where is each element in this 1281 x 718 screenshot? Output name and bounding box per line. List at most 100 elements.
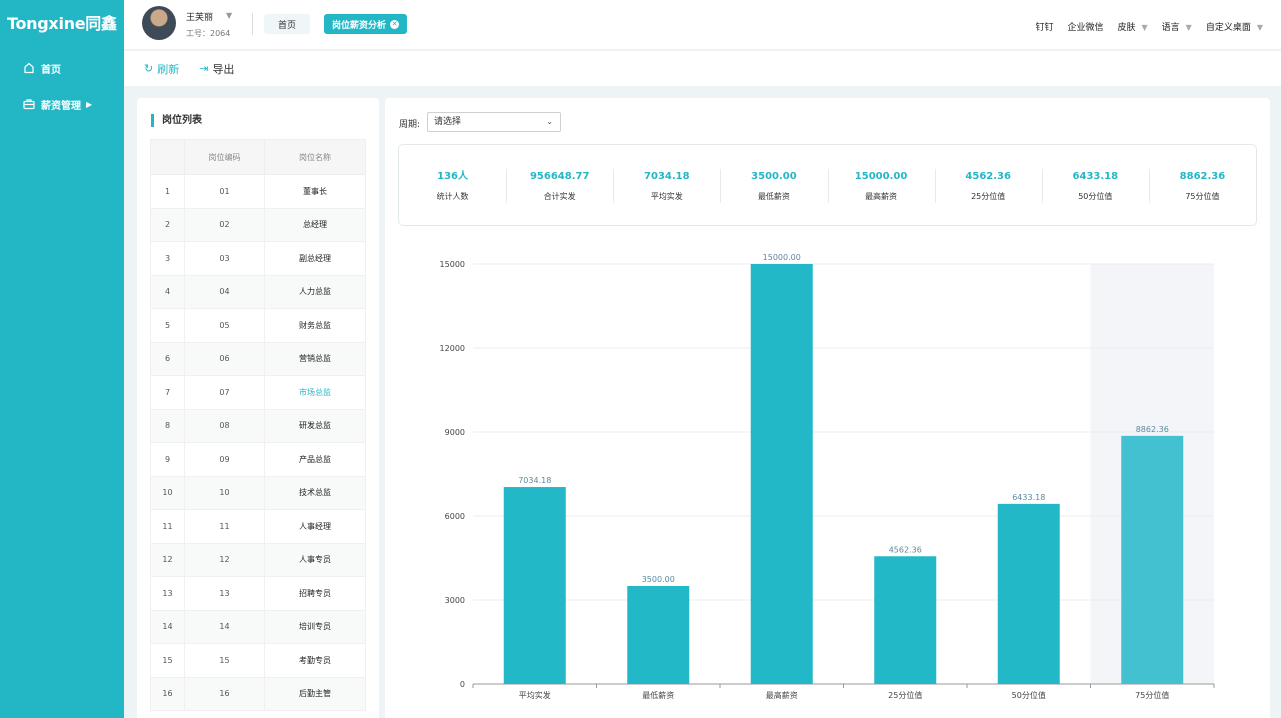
x-tick-label: 最低薪资 xyxy=(642,690,674,700)
position-name: 考勤专员 xyxy=(264,643,366,678)
stat-card: 3500.00 最低薪资 xyxy=(720,168,827,203)
position-code: 03 xyxy=(184,241,265,276)
user-id: 工号：2064 xyxy=(186,29,231,38)
bar xyxy=(627,586,690,684)
position-code: 07 xyxy=(184,375,265,410)
row-index: 7 xyxy=(150,375,185,410)
stat-label: 最高薪资 xyxy=(865,191,898,201)
table-row[interactable]: 1 01 董事长 xyxy=(150,174,366,209)
row-index: 11 xyxy=(150,509,185,544)
tab-position-salary-analysis[interactable]: 岗位薪资分析 ✕ xyxy=(324,14,407,34)
table-row[interactable]: 11 11 人事经理 xyxy=(150,509,366,544)
position-table: 岗位编码 岗位名称 1 01 董事长 2 02 总经理 3 03 副总经理 4 04 人力总监 5 05 财… xyxy=(150,139,366,711)
stat-card: 6433.18 50分位值 xyxy=(1041,168,1149,203)
y-tick-label: 12000 xyxy=(440,344,465,353)
table-row[interactable]: 3 03 副总经理 xyxy=(150,241,366,276)
stat-value: 8862.36 xyxy=(1179,170,1226,182)
y-tick-label: 0 xyxy=(460,680,465,689)
refresh-button[interactable]: ↻ 刷新 xyxy=(144,61,179,77)
column-header-index xyxy=(150,139,185,175)
table-row[interactable]: 16 16 后勤主管 xyxy=(150,676,366,711)
table-row[interactable]: 14 14 培训专员 xyxy=(150,609,366,644)
position-code: 05 xyxy=(184,308,265,343)
stat-value: 15000.00 xyxy=(854,170,908,182)
close-icon[interactable]: ✕ xyxy=(390,19,399,29)
row-index: 8 xyxy=(150,408,185,443)
period-label: 周期: xyxy=(399,120,421,130)
menu-language[interactable]: 语言 ▼ xyxy=(1162,20,1192,33)
menu-wecom[interactable]: 企业微信 xyxy=(1067,23,1104,33)
table-row[interactable]: 9 09 产品总监 xyxy=(150,442,366,477)
table-row[interactable]: 5 05 财务总监 xyxy=(150,308,366,343)
user-name[interactable]: 王芙丽 xyxy=(186,13,214,23)
row-index: 14 xyxy=(150,609,185,644)
export-icon: ⇥ xyxy=(199,62,209,75)
toolbar: ↻ 刷新 ⇥ 导出 xyxy=(124,51,1281,86)
table-row[interactable]: 13 13 招聘专员 xyxy=(150,576,366,611)
export-button[interactable]: ⇥ 导出 xyxy=(199,61,234,77)
bar xyxy=(997,503,1060,684)
salary-bar-chart: 0 3000 6000 9000 12000 15000 7034.18 平均实发 3500.0… xyxy=(440,253,1215,700)
chevron-down-icon: ▼ xyxy=(1141,23,1148,32)
chevron-down-icon: ⌄ xyxy=(546,117,553,126)
stat-label: 50分位值 xyxy=(1078,191,1113,201)
row-index: 1 xyxy=(150,174,185,209)
stat-label: 统计人数 xyxy=(436,191,469,201)
tab-home[interactable]: 首页 xyxy=(264,14,310,34)
table-row[interactable]: 10 10 技术总监 xyxy=(150,475,366,510)
bar xyxy=(503,487,566,684)
menu-custom-desktop[interactable]: 自定义桌面 ▼ xyxy=(1206,20,1263,33)
column-header-name: 岗位名称 xyxy=(264,139,366,175)
table-row[interactable]: 7 07 市场总监 xyxy=(150,375,366,410)
position-code: 12 xyxy=(184,542,265,577)
position-code: 09 xyxy=(184,442,265,477)
table-row[interactable]: 8 08 研发总监 xyxy=(150,408,366,443)
row-index: 6 xyxy=(150,341,185,376)
position-name: 后勤主管 xyxy=(264,676,366,711)
row-index: 10 xyxy=(150,475,185,510)
data-label: 6433.18 xyxy=(1012,493,1045,502)
brand-logo: Tongxine同鑫 xyxy=(7,14,117,33)
sidebar-item-home[interactable]: 首页 xyxy=(0,50,124,86)
table-row[interactable]: 15 15 考勤专员 xyxy=(150,643,366,678)
row-index: 5 xyxy=(150,308,185,343)
y-tick-label: 9000 xyxy=(445,428,465,437)
row-index: 4 xyxy=(150,274,185,309)
avatar[interactable] xyxy=(142,6,176,40)
tab-label: 首页 xyxy=(277,20,296,31)
stat-value: 4562.36 xyxy=(965,170,1011,182)
panel-title: 岗位列表 xyxy=(151,114,202,127)
table-row[interactable]: 12 12 人事专员 xyxy=(150,542,366,577)
stat-card: 15000.00 最高薪资 xyxy=(827,168,935,203)
position-code: 11 xyxy=(184,509,265,544)
row-index: 13 xyxy=(150,576,185,611)
period-select-value: 请选择 xyxy=(434,117,462,127)
position-name: 研发总监 xyxy=(264,408,366,443)
y-tick-label: 15000 xyxy=(440,260,465,269)
stat-value: 6433.18 xyxy=(1072,170,1119,182)
stat-value: 956648.77 xyxy=(529,170,590,182)
period-select[interactable]: 请选择 ⌄ xyxy=(427,112,561,132)
tab-label: 岗位薪资分析 xyxy=(331,20,386,31)
row-index: 15 xyxy=(150,643,185,678)
position-name: 市场总监 xyxy=(264,375,366,410)
y-tick-label: 6000 xyxy=(445,512,465,521)
menu-skin[interactable]: 皮肤 ▼ xyxy=(1117,20,1147,33)
position-name: 副总经理 xyxy=(264,241,366,276)
x-tick-label: 平均实发 xyxy=(519,690,551,700)
position-code: 02 xyxy=(184,207,265,242)
table-row[interactable]: 6 06 营销总监 xyxy=(150,341,366,376)
x-tick-label: 25分位值 xyxy=(888,690,922,700)
chevron-down-icon[interactable]: ▼ xyxy=(226,11,233,20)
table-row[interactable]: 2 02 总经理 xyxy=(150,207,366,242)
header-right-menu: 钉钉 企业微信 皮肤 ▼ 语言 ▼ 自定义桌面 ▼ xyxy=(1035,20,1263,33)
menu-label: 自定义桌面 xyxy=(1205,23,1251,33)
table-row[interactable]: 4 04 人力总监 xyxy=(150,274,366,309)
position-name: 人事经理 xyxy=(264,509,366,544)
sidebar: Tongxine同鑫 首页 薪资管理 ▶ xyxy=(0,0,124,718)
menu-dingtalk[interactable]: 钉钉 xyxy=(1035,23,1054,33)
sidebar-item-salary[interactable]: 薪资管理 ▶ xyxy=(0,86,124,122)
position-code: 06 xyxy=(184,341,265,376)
stat-card: 136人 统计人数 xyxy=(399,169,506,202)
top-header: 王芙丽 ▼ 工号：2064 首页 岗位薪资分析 ✕ 钉钉 企业微信 皮肤 ▼ 语言… xyxy=(124,0,1281,50)
